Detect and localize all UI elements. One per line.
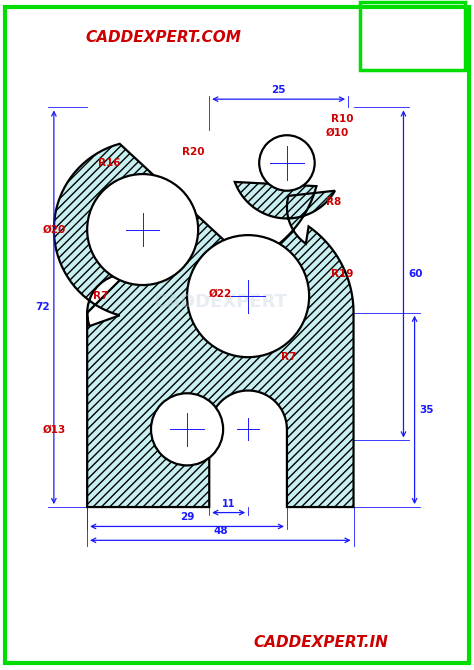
Text: 60: 60 xyxy=(408,269,422,279)
Text: 108: 108 xyxy=(378,21,442,50)
Text: 35: 35 xyxy=(419,405,434,415)
Text: R19: R19 xyxy=(331,269,354,279)
Text: 25: 25 xyxy=(272,84,286,94)
Text: Ø13: Ø13 xyxy=(43,424,66,434)
Circle shape xyxy=(259,135,315,191)
Circle shape xyxy=(187,235,309,357)
Text: R10: R10 xyxy=(331,114,354,123)
Text: CADDEXPERT.COM: CADDEXPERT.COM xyxy=(85,30,241,45)
Text: CADDEXPERT: CADDEXPERT xyxy=(154,293,287,311)
Text: R8: R8 xyxy=(326,197,341,207)
Text: R16: R16 xyxy=(98,158,121,168)
Text: R7: R7 xyxy=(93,291,108,301)
Text: CADDEXPERT.IN: CADDEXPERT.IN xyxy=(254,635,389,650)
Text: Ø20: Ø20 xyxy=(43,224,66,234)
Text: Ø22: Ø22 xyxy=(209,288,233,298)
Text: 72: 72 xyxy=(35,302,49,312)
Text: 11: 11 xyxy=(222,498,236,509)
Polygon shape xyxy=(54,144,354,507)
Text: R20: R20 xyxy=(182,147,204,157)
Text: 48: 48 xyxy=(213,526,228,536)
Circle shape xyxy=(87,174,198,285)
Text: 29: 29 xyxy=(180,512,194,522)
Text: R7: R7 xyxy=(282,352,297,362)
Text: Ø10: Ø10 xyxy=(326,127,349,137)
Circle shape xyxy=(151,393,223,466)
